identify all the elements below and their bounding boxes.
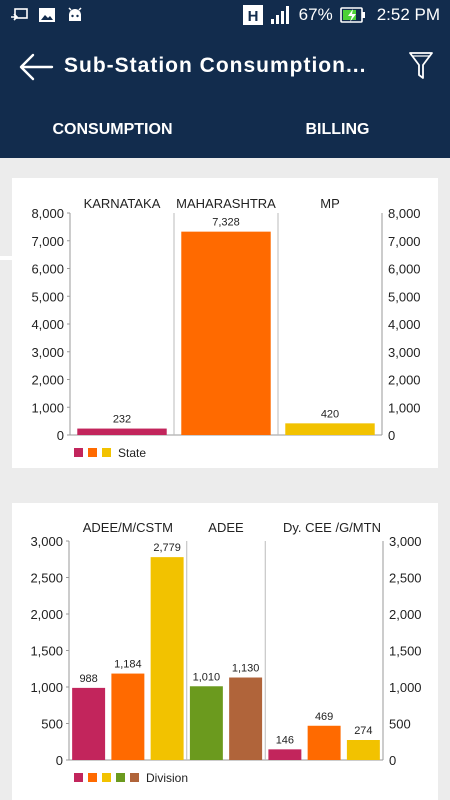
bar-data-label: 274 [354,725,372,737]
signal-icon [270,6,289,24]
y-tick-label-left: 7,000 [31,234,64,249]
network-badge: H [247,8,258,25]
y-tick-label-left: 500 [41,717,63,732]
category-label: MP [320,196,340,211]
y-tick-label-right: 0 [389,753,396,768]
category-label: KARNATAKA [84,196,161,211]
group-label: ADEE [208,520,244,535]
category-label: MAHARASHTRA [176,196,276,211]
legend-label: Division [146,771,188,785]
y-tick-label-left: 4,000 [31,317,64,332]
legend-swatch [88,773,97,782]
image-icon [39,8,55,22]
y-tick-label-left: 2,000 [31,373,64,388]
bar-1 [111,673,145,760]
y-tick-label-right: 1,000 [388,400,421,415]
bar-maharashtra [181,231,271,435]
y-tick-label-right: 2,000 [388,373,421,388]
legend-swatch [116,773,125,782]
division-consumption-chart: 0 0 500 500 1,000 1,000 1,500 1,500 2,000 2,000 2,… [30,520,422,785]
cast-icon [11,8,28,21]
bar-data-label: 232 [113,414,131,426]
bar-4 [229,677,263,760]
y-tick-label-left: 5,000 [31,289,64,304]
legend-label: State [118,446,146,460]
bar-data-label: 7,328 [212,217,240,229]
filter-icon[interactable] [408,50,434,82]
y-tick-label-right: 2,500 [389,571,422,586]
y-tick-label-left: 3,000 [31,345,64,360]
y-tick-label-left: 6,000 [31,262,64,277]
y-tick-label-right: 1,000 [389,680,422,695]
bar-data-label: 469 [315,711,333,723]
tab-billing[interactable]: BILLING [305,121,370,138]
y-tick-label-left: 3,000 [30,534,63,549]
legend-swatch [102,773,111,782]
legend-swatch [130,773,139,782]
bar-0 [72,687,106,760]
y-tick-label-left: 2,500 [30,571,63,586]
arrow-left-icon[interactable] [18,52,54,82]
bar-data-label: 420 [321,408,339,420]
division-chart-card: 0 0 500 500 1,000 1,000 1,500 1,500 2,000 2,000 2,… [12,503,438,800]
y-tick-label-right: 3,000 [389,534,422,549]
battery-charging-icon [339,7,365,23]
legend-swatch [102,448,111,457]
bar-7 [346,739,380,760]
y-tick-label-left: 2,000 [30,607,63,622]
y-tick-label-left: 1,500 [30,644,63,659]
group-label: ADEE/M/CSTM [83,520,173,535]
bar-3 [189,686,223,760]
y-tick-label-right: 500 [389,717,411,732]
app-bar: Sub-Station Consumption... [0,32,450,102]
h-network-icon: H [242,5,263,25]
bar-data-label: 1,184 [114,659,142,671]
y-tick-label-left: 0 [57,428,64,443]
y-tick-label-right: 3,000 [388,345,421,360]
y-tick-label-left: 1,000 [30,680,63,695]
y-tick-label-right: 4,000 [388,317,421,332]
y-tick-label-right: 1,500 [389,644,422,659]
bar-2 [150,557,184,760]
bar-data-label: 1,130 [232,663,260,675]
tab-consumption[interactable]: CONSUMPTION [52,121,173,138]
bar-karnataka [77,428,167,435]
bar-data-label: 2,779 [153,542,181,554]
y-tick-label-left: 8,000 [31,206,64,221]
legend-swatch [88,448,97,457]
y-tick-label-right: 8,000 [388,206,421,221]
legend-swatch [74,773,83,782]
bar-mp [285,423,375,435]
bar-5 [268,749,302,760]
y-tick-label-left: 1,000 [31,400,64,415]
page-title: Sub-Station Consumption... [64,54,367,77]
status-bar: H 67% 2:52 PM [0,0,450,32]
battery-percent: 67% [298,5,333,24]
y-tick-label-left: 0 [56,753,63,768]
y-tick-label-right: 6,000 [388,262,421,277]
bar-6 [307,725,341,760]
y-tick-label-right: 5,000 [388,289,421,304]
android-icon [68,7,82,21]
state-chart-card: 0 0 1,000 1,000 2,000 2,000 3,000 3,000 4,000 4,0… [12,178,438,468]
clock: 2:52 PM [376,5,440,24]
y-tick-label-right: 7,000 [388,234,421,249]
group-label: Dy. CEE /G/MTN [283,520,381,535]
legend-swatch [74,448,83,457]
y-tick-label-right: 2,000 [389,607,422,622]
tab-bar: CONSUMPTION BILLING [0,102,450,260]
bar-data-label: 988 [79,673,97,685]
bar-data-label: 1,010 [193,671,221,683]
bar-data-label: 146 [276,734,294,746]
y-tick-label-right: 0 [388,428,395,443]
state-consumption-chart: 0 0 1,000 1,000 2,000 2,000 3,000 3,000 4,000 4,0… [31,196,421,460]
